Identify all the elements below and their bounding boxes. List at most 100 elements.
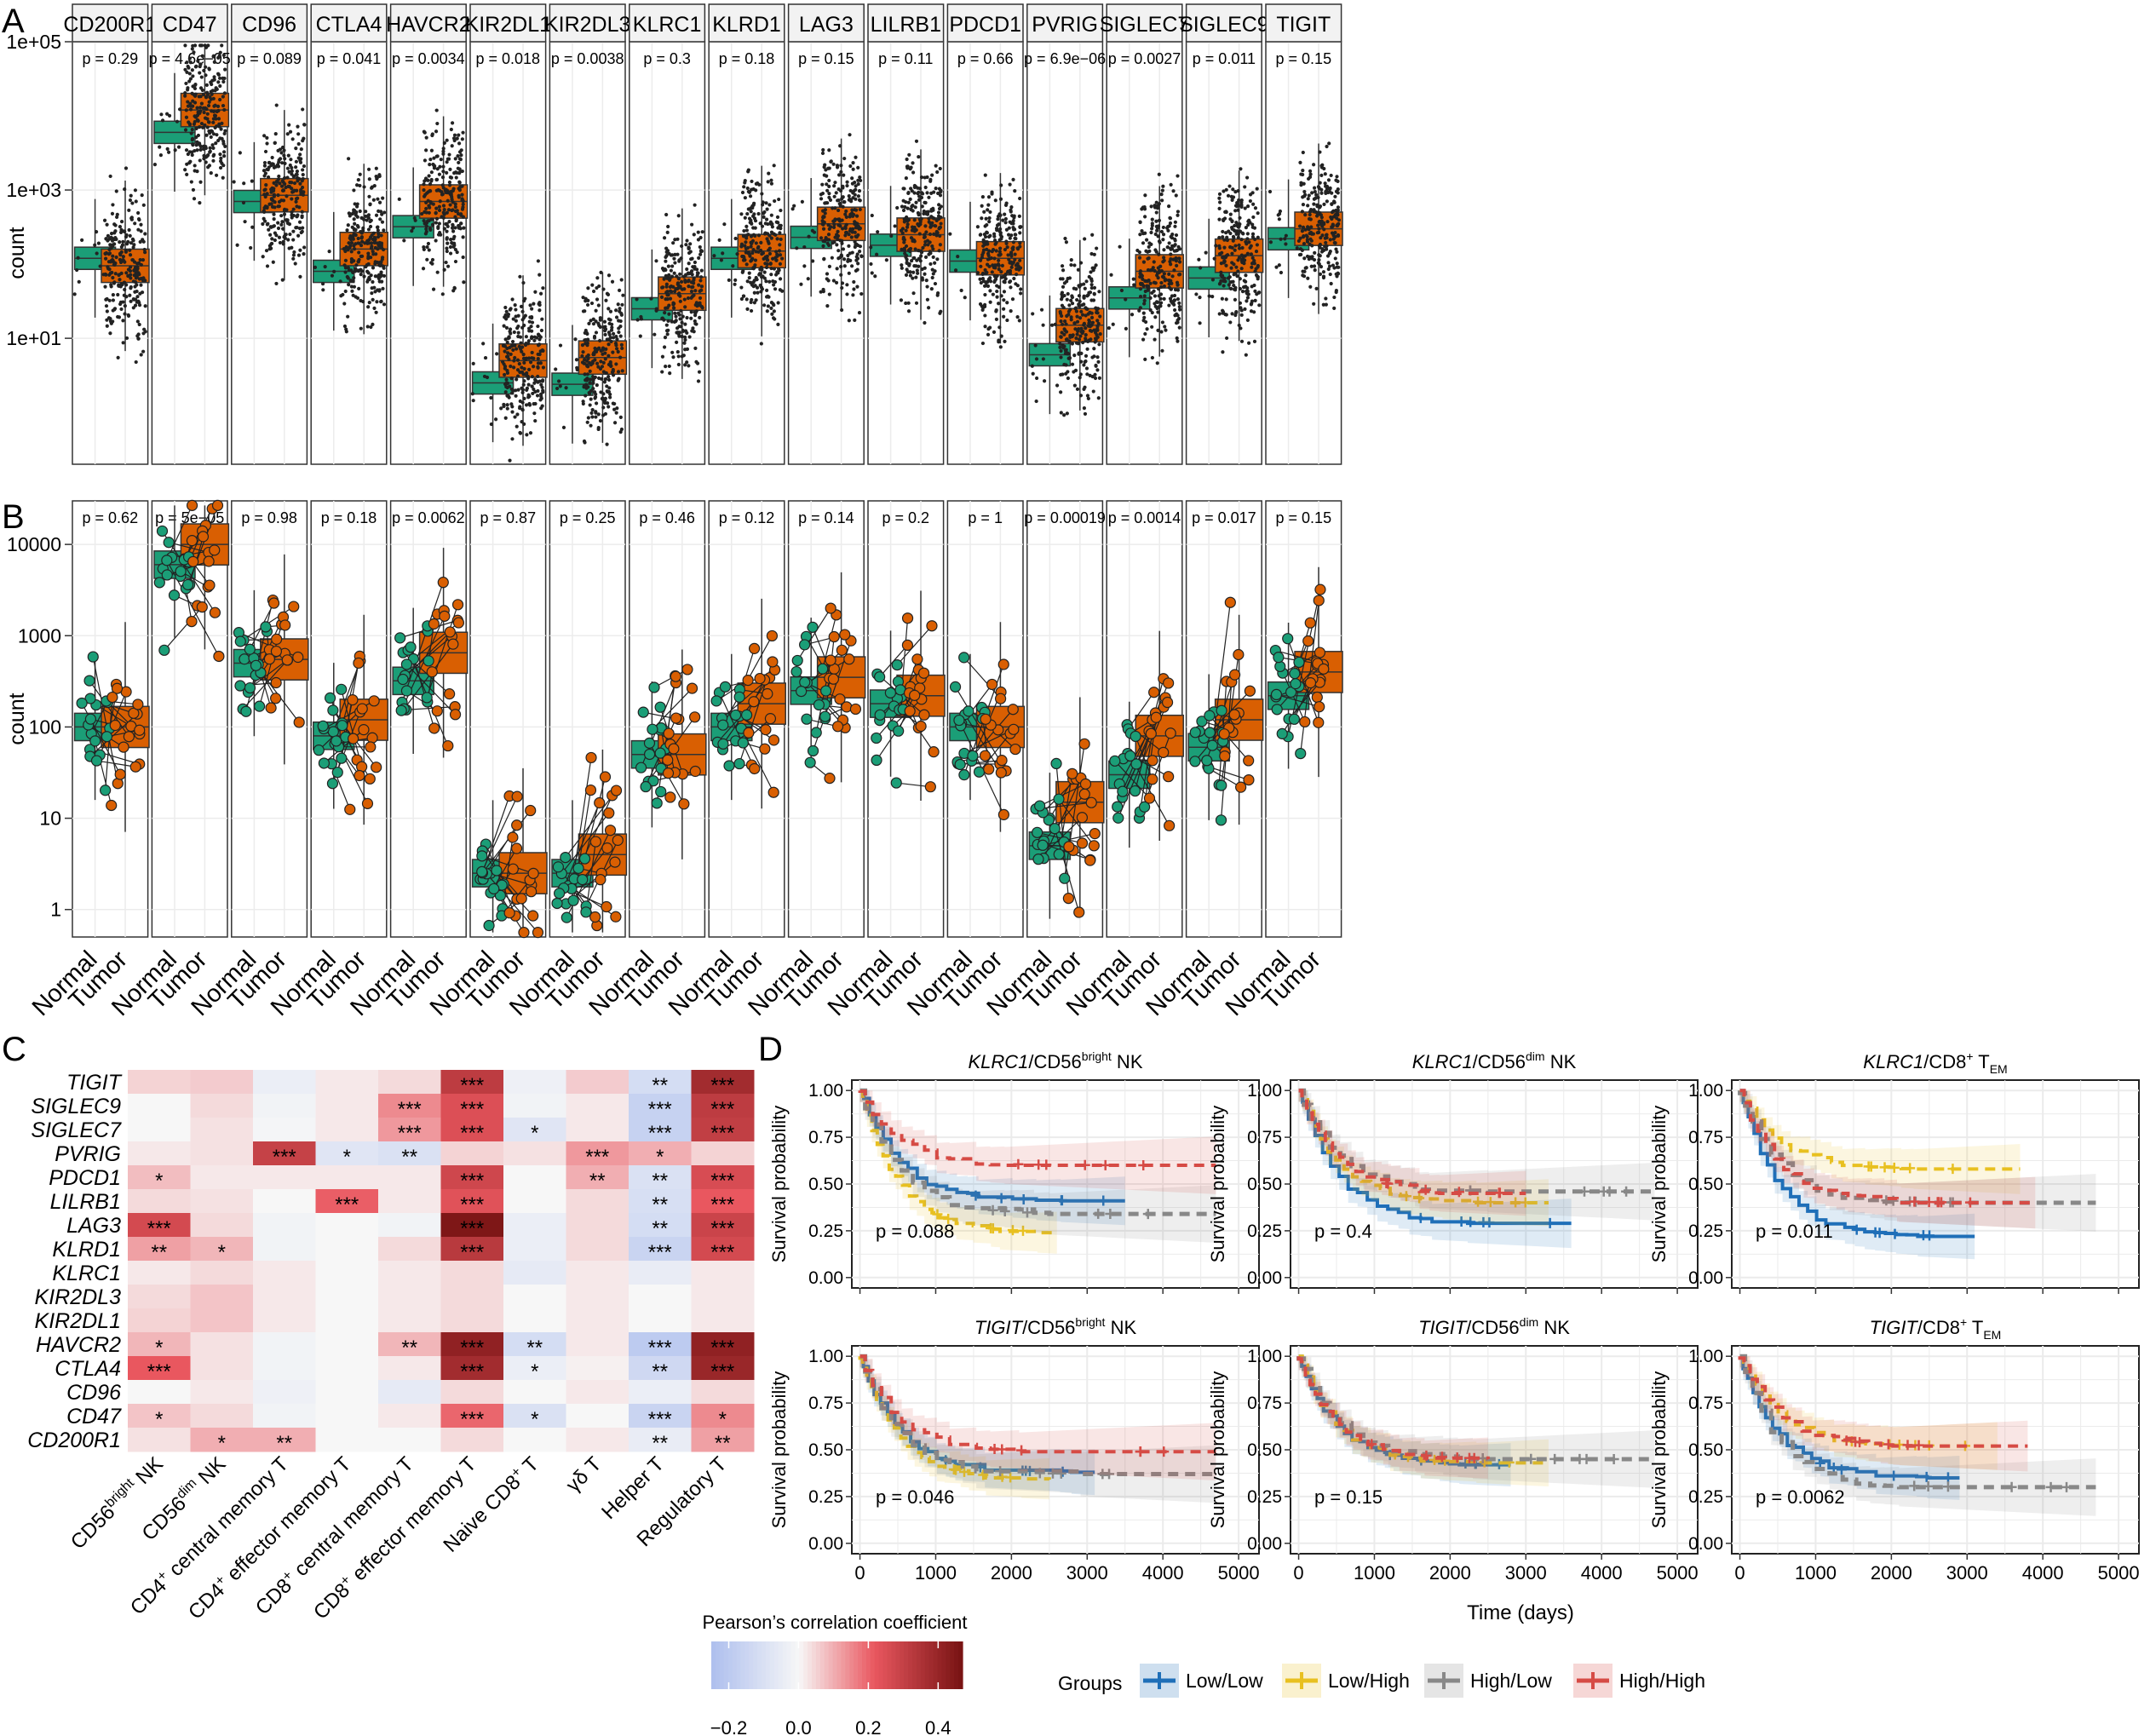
jitter-point [379,270,383,274]
jitter-point [1137,256,1142,260]
paired-point [741,709,753,721]
jitter-point [1143,331,1147,336]
jitter-point [1066,376,1070,381]
jitter-point [649,296,653,301]
jitter-point [261,221,265,227]
jitter-point [539,382,543,387]
jitter-point [129,285,133,290]
jitter-point [908,273,912,278]
jitter-point [1239,326,1243,331]
jitter-point [903,204,907,210]
paired-point [580,906,592,918]
jitter-point [854,184,858,188]
jitter-point [905,206,910,210]
jitter-point [1308,172,1313,176]
jitter-point [213,113,218,118]
jitter-point [1053,322,1057,326]
jitter-point [1150,310,1154,315]
jitter-point [438,199,442,204]
jitter-point [1061,322,1065,326]
paired-point [292,651,304,664]
jitter-point [442,208,446,212]
jitter-point [204,144,208,149]
jitter-point [854,234,858,239]
jitter-point [1093,372,1097,377]
jitter-point [904,301,908,306]
jitter-point [1157,172,1161,176]
jitter-point [690,285,694,290]
jitter-point [1089,315,1095,319]
jitter-point [795,246,799,250]
jitter-point [506,312,511,317]
jitter-point [906,301,911,305]
jitter-point [183,94,187,98]
jitter-point [366,227,371,232]
jitter-point [844,215,848,220]
facet-frame [1026,41,1104,465]
jitter-point [1161,238,1165,242]
jitter-point [451,200,455,204]
jitter-point [1009,250,1014,255]
jitter-point [986,332,991,336]
jitter-point [186,100,190,104]
jitter-point [762,210,767,215]
jitter-point [980,253,985,257]
jitter-point [875,252,879,256]
jitter-point [429,170,434,175]
jitter-point [143,232,147,236]
jitter-point [1147,241,1152,245]
jitter-point [206,103,211,108]
jitter-point [276,177,280,181]
jitter-point [356,236,360,241]
jitter-point [1069,315,1073,319]
jitter-point [833,181,837,185]
jitter-point [420,211,424,216]
jitter-point [802,244,807,250]
jitter-point [269,164,273,168]
jitter-point [683,335,687,339]
paired-point [213,650,225,663]
jitter-point [513,343,517,348]
jitter-point [526,342,531,346]
jitter-point [1161,225,1165,230]
jitter-point [203,123,207,128]
jitter-point [376,247,380,251]
jitter-point [739,296,744,302]
jitter-point [1312,302,1316,306]
paired-point [187,555,199,567]
jitter-point [1231,279,1235,284]
jitter-point [980,256,984,260]
jitter-point [1060,297,1064,302]
jitter-point [80,238,84,242]
jitter-point [482,374,487,379]
jitter-point [1212,256,1216,261]
jitter-point [288,180,292,185]
jitter-point [694,301,698,305]
jitter-point [931,255,935,259]
jitter-point [1300,210,1304,214]
jitter-point [1089,270,1093,274]
p-value-label: p = 0.62 [83,509,139,526]
jitter-point [1297,224,1302,228]
y-axis-label: count [5,227,29,279]
jitter-point [133,188,138,193]
paired-point [651,797,663,809]
jitter-point [280,278,285,282]
jitter-point [910,189,914,193]
jitter-point [422,188,426,193]
jitter-point [697,370,702,374]
jitter-point [536,259,540,263]
jitter-point [616,349,620,354]
jitter-point [217,76,222,80]
jitter-point [983,292,987,297]
jitter-point [756,181,760,186]
jitter-point [1069,262,1073,267]
jitter-point [290,210,294,215]
jitter-point [209,171,213,175]
jitter-point [599,359,603,364]
jitter-point [1013,189,1017,193]
jitter-point [276,221,280,225]
jitter-point [597,284,601,289]
jitter-point [211,146,216,150]
